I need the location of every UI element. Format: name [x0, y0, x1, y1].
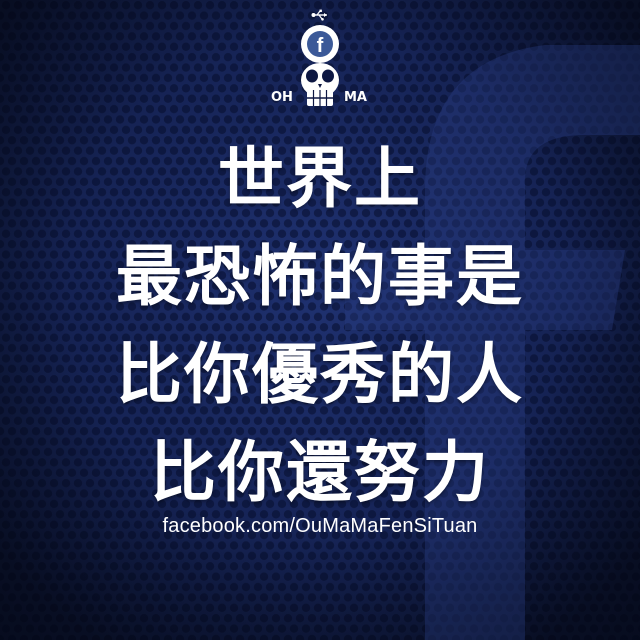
logo-ma-text: MA: [344, 90, 367, 105]
facebook-badge-icon: f: [317, 35, 324, 57]
quote-line-2: 最恐怖的事是: [116, 238, 524, 315]
quote-line-3: 比你優秀的人: [116, 336, 524, 413]
ohmama-logo: f OH MA: [270, 8, 370, 120]
usb-icon: [311, 9, 327, 21]
quote-block: 世界上 最恐怖的事是 比你優秀的人 比你還努力: [0, 130, 640, 522]
quote-line-1: 世界上: [218, 140, 422, 217]
facebook-page-url: facebook.com/OuMaMaFenSiTuan: [162, 515, 478, 537]
skull-icon: f: [301, 25, 339, 106]
quote-line-4: 比你還努力: [150, 434, 490, 511]
logo-oh-text: OH: [271, 90, 293, 105]
